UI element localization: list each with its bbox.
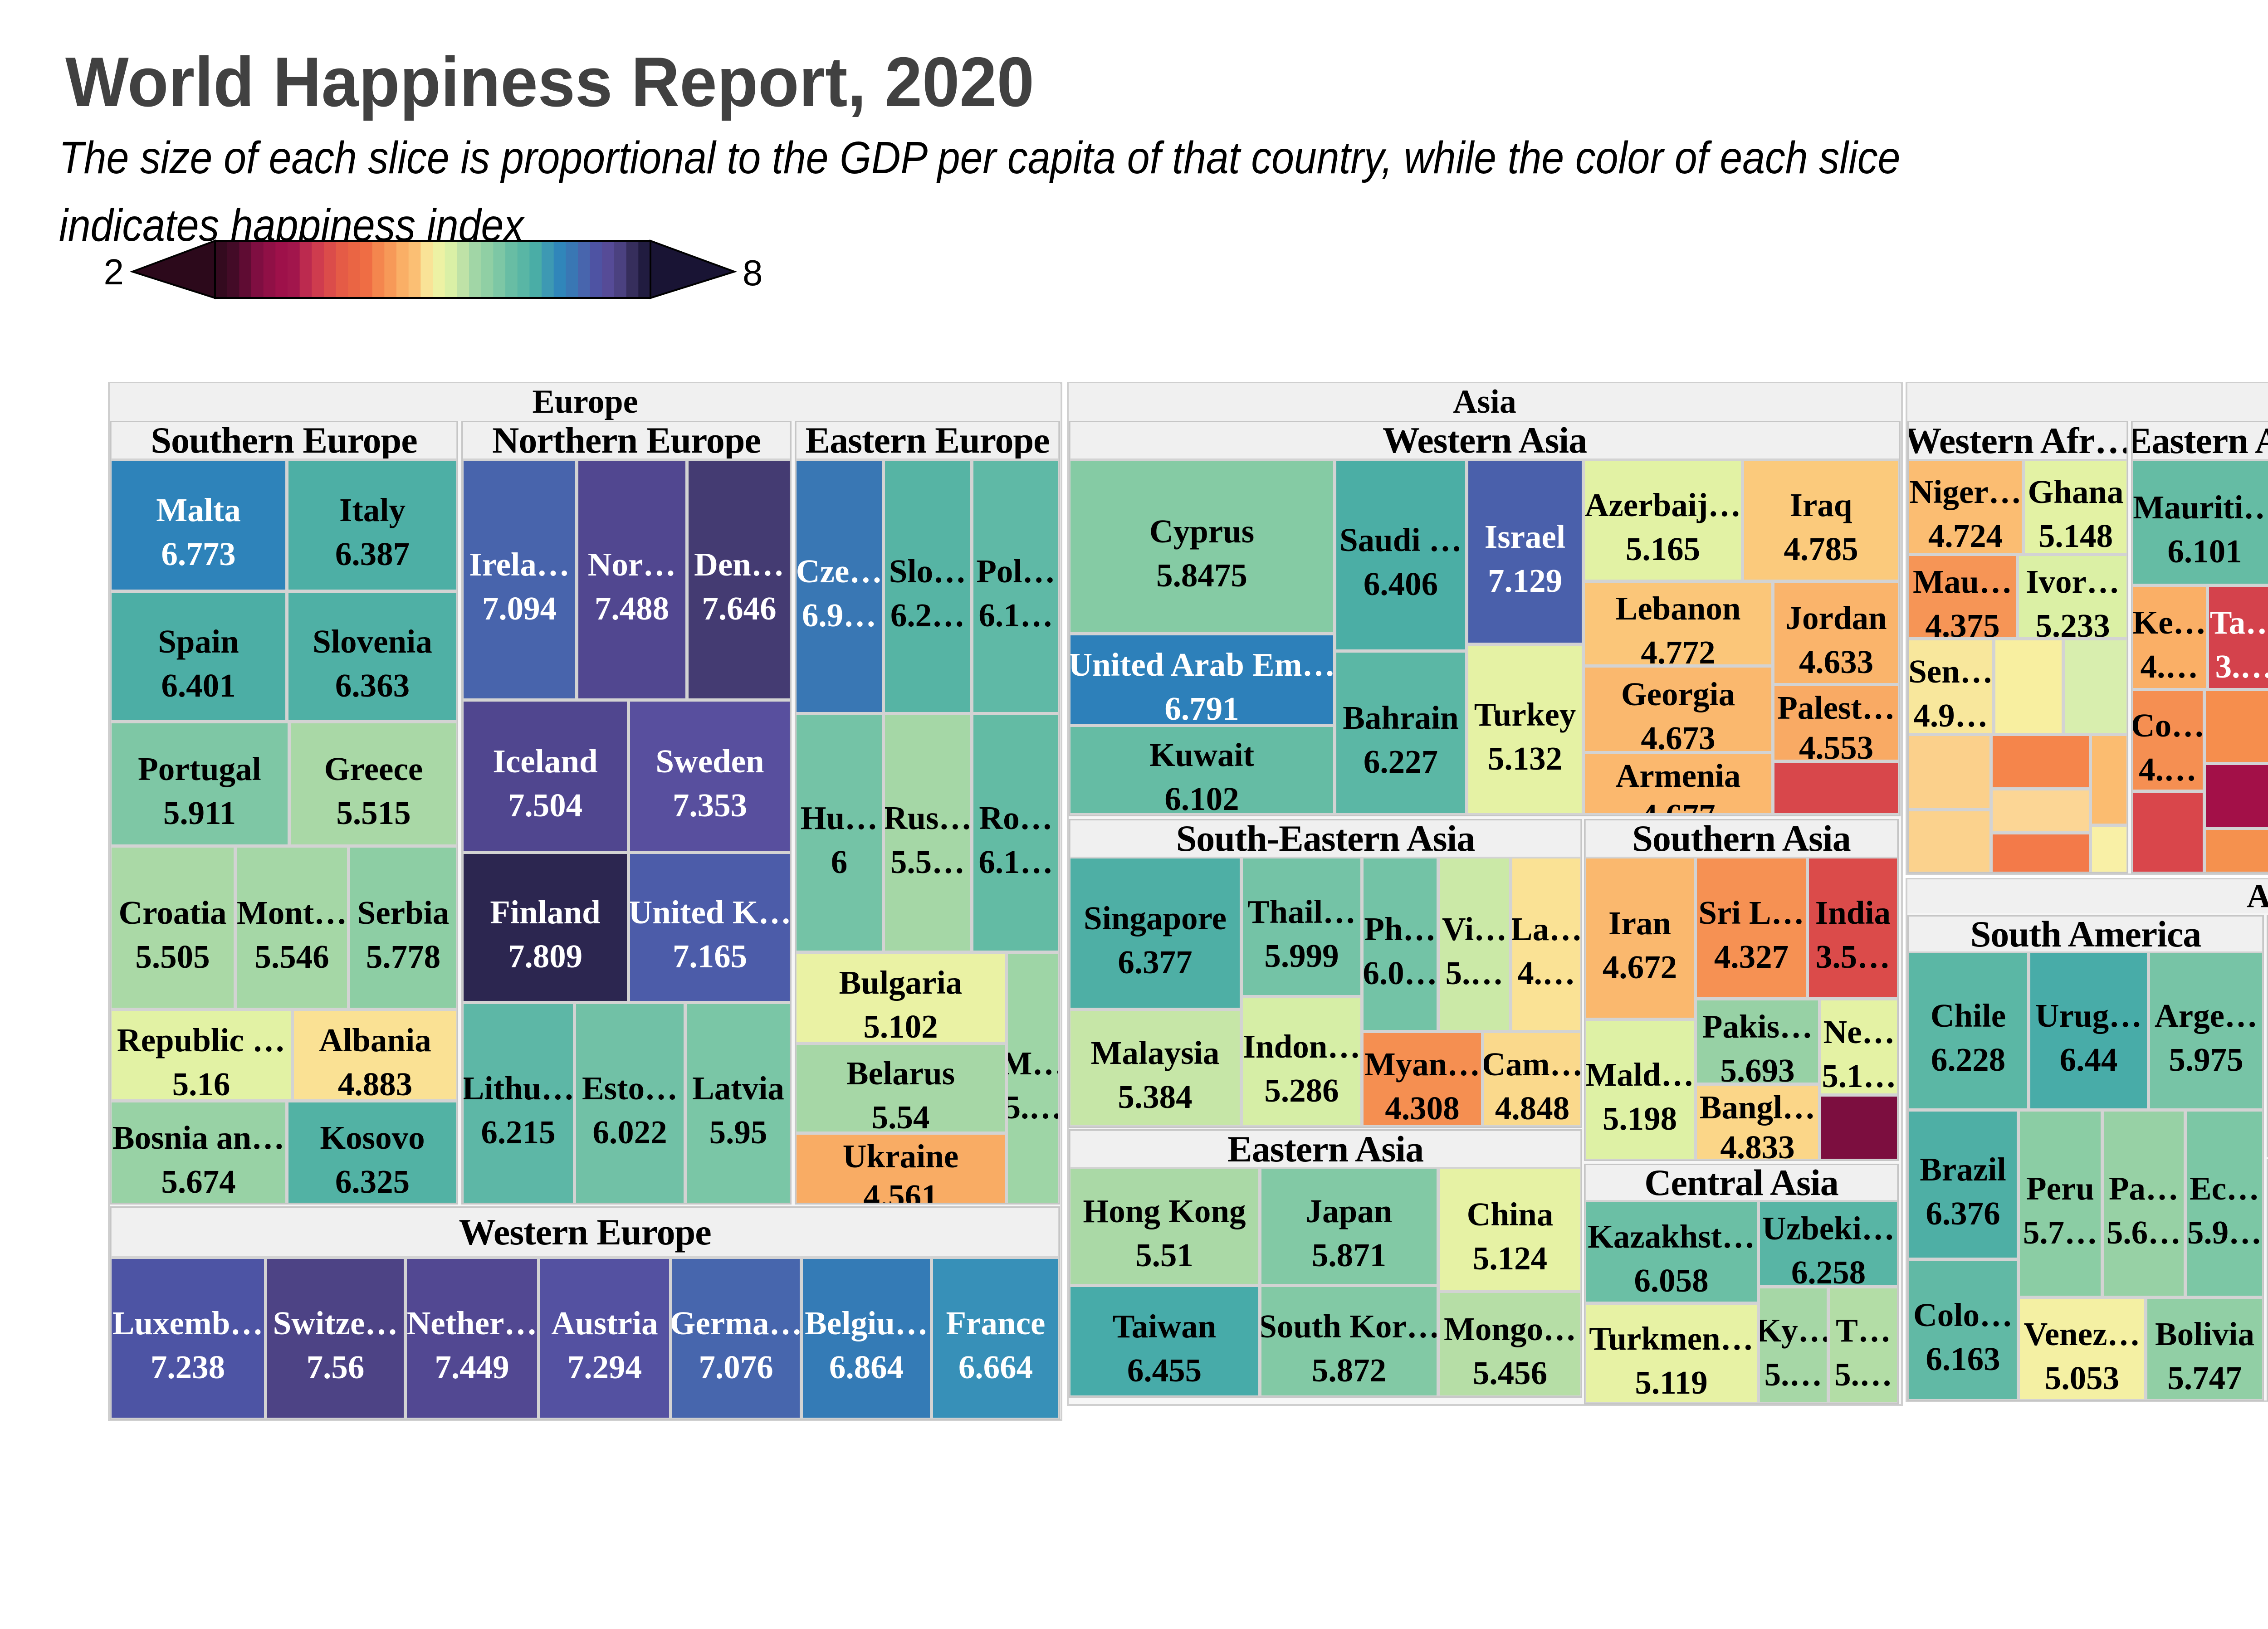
svg-text:2: 2 bbox=[104, 252, 124, 292]
svg-text:8: 8 bbox=[743, 253, 763, 293]
